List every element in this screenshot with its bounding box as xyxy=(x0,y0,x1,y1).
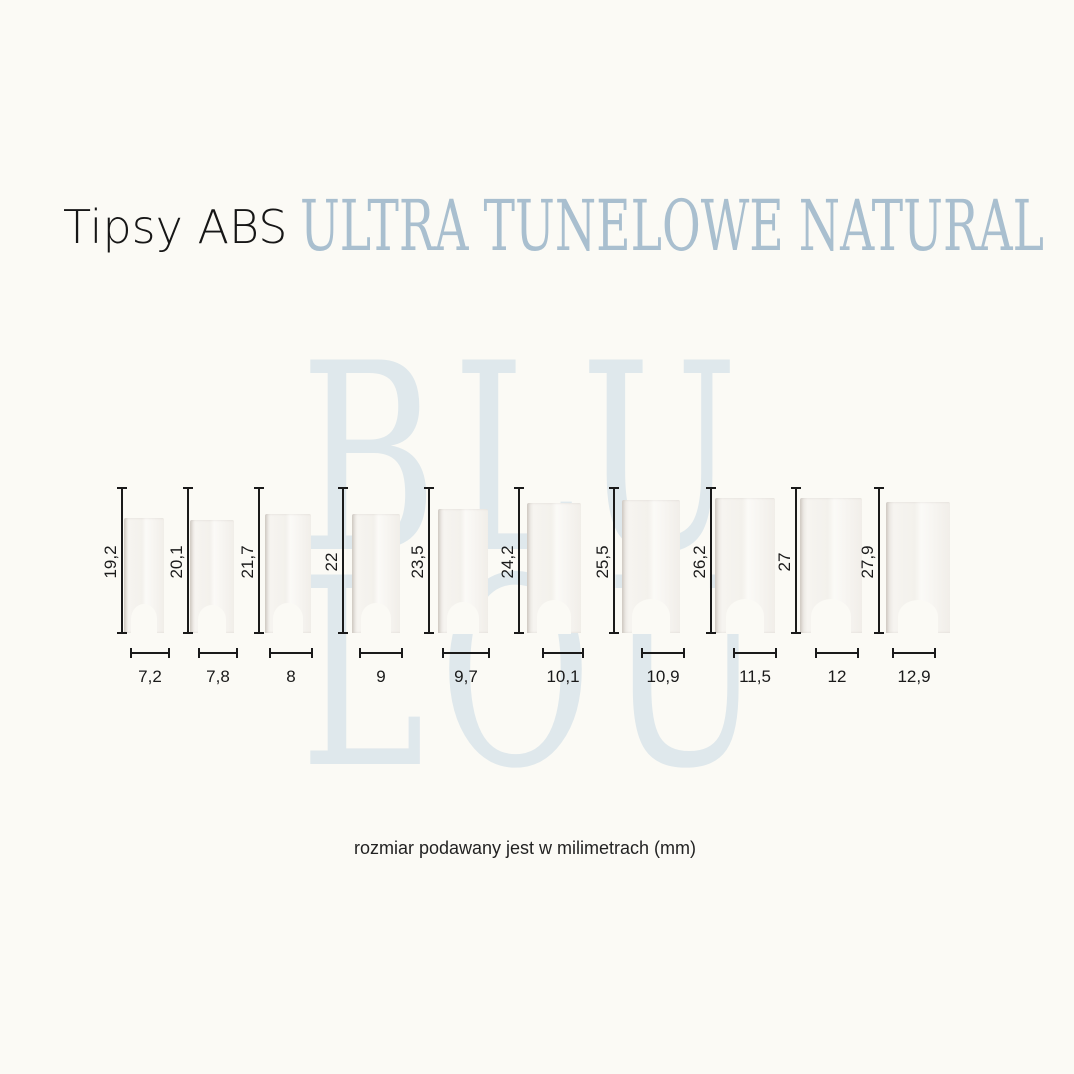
length-dimension-line xyxy=(117,487,127,634)
length-dimension-line xyxy=(791,487,801,634)
tip-notch xyxy=(360,603,392,634)
width-dimension-line xyxy=(359,648,403,658)
tip-notch xyxy=(447,601,479,634)
width-dimension-line xyxy=(198,648,238,658)
nail-tip-image xyxy=(438,509,488,634)
title-product-line: ULTRA TUNELOWE NATURAL xyxy=(300,192,1044,262)
tip-notch xyxy=(897,599,939,634)
width-dimension-line xyxy=(815,648,859,658)
length-dimension-line xyxy=(874,487,884,634)
title-product-line-text: ULTRA TUNELOWE NATURAL xyxy=(300,192,1044,262)
nail-tip-image xyxy=(124,518,164,634)
tip-notch xyxy=(725,598,765,634)
length-label: 25,5 xyxy=(593,545,612,579)
length-label: 24,2 xyxy=(498,545,517,579)
length-dimension-line xyxy=(514,487,524,634)
tip-notch xyxy=(536,600,572,634)
width-label: 10,9 xyxy=(646,667,680,686)
length-label: 23,5 xyxy=(408,545,427,579)
length-dimension-line xyxy=(183,487,193,634)
length-dimension-line xyxy=(338,487,348,634)
nail-tip-image xyxy=(622,500,680,634)
width-label: 11,5 xyxy=(739,667,771,686)
nail-tip-image xyxy=(800,498,862,634)
tip-notch xyxy=(197,604,227,634)
width-dimension-line xyxy=(130,648,170,658)
length-dimension-line xyxy=(424,487,434,634)
width-dimension-line xyxy=(892,648,936,658)
length-dimension-line xyxy=(609,487,619,634)
length-label: 27,9 xyxy=(858,545,877,579)
width-label: 8 xyxy=(286,667,296,686)
length-label: 27 xyxy=(775,552,794,572)
tip-notch xyxy=(131,604,157,634)
tip-notch xyxy=(632,599,670,634)
width-label: 7,8 xyxy=(206,667,230,686)
width-dimension-line xyxy=(733,648,777,658)
title-brand: Tipsy ABS xyxy=(63,200,288,254)
nail-tip-image xyxy=(190,520,234,634)
width-label: 10,1 xyxy=(546,667,580,686)
tip-notch xyxy=(273,603,303,634)
nail-tip-image xyxy=(352,514,400,634)
nail-tip-image xyxy=(886,502,950,634)
nail-tip-image xyxy=(527,503,581,634)
length-label: 21,7 xyxy=(238,545,257,579)
size-unit-note: rozmiar podawany jest w milimetrach (mm) xyxy=(353,838,697,858)
length-dimension-line xyxy=(706,487,716,634)
width-dimension-line xyxy=(542,648,584,658)
width-dimension-line xyxy=(641,648,685,658)
length-label: 26,2 xyxy=(690,545,709,579)
width-label: 12,9 xyxy=(897,667,931,686)
width-dimension-line xyxy=(442,648,490,658)
nail-tip-image xyxy=(265,514,311,634)
length-label: 19,2 xyxy=(101,545,120,579)
length-label: 22 xyxy=(322,552,341,572)
tip-notch xyxy=(811,598,851,634)
width-dimension-line xyxy=(269,648,313,658)
width-label: 9,7 xyxy=(454,667,478,686)
nail-tip-image xyxy=(715,498,775,634)
width-label: 9 xyxy=(376,667,386,686)
length-dimension-line xyxy=(254,487,264,634)
length-label: 20,1 xyxy=(167,545,186,579)
width-label: 7,2 xyxy=(138,667,162,686)
width-label: 12 xyxy=(827,667,847,686)
